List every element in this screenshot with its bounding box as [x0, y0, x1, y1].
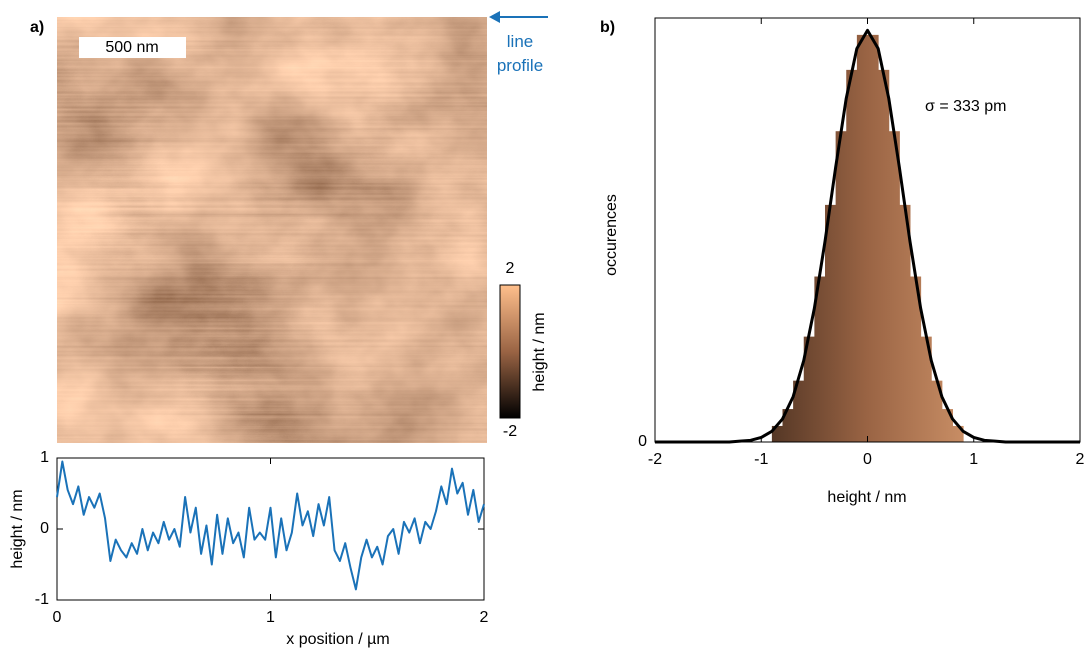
scale-bar: [79, 37, 186, 58]
histogram-bar: [782, 409, 794, 442]
x-tick-label: 0: [863, 451, 872, 468]
colorbar: [499, 284, 521, 419]
histogram-bar: [910, 276, 922, 442]
histogram-bar: [920, 336, 932, 442]
x-tick-label: -2: [648, 451, 662, 468]
histogram-bar: [931, 380, 943, 442]
y-axis-label: occurences: [603, 194, 620, 276]
histogram-bar: [941, 409, 953, 442]
x-tick-label: 1: [266, 609, 275, 626]
line-series: [56, 460, 485, 591]
histogram-bar: [771, 425, 783, 442]
histogram-bar: [846, 69, 858, 443]
y-tick-label: -1: [35, 591, 49, 608]
histogram-bar: [825, 204, 837, 442]
histogram-bar: [793, 380, 805, 442]
histogram-bar: [952, 425, 964, 442]
plot-frame: [56, 457, 485, 601]
afm-image: [57, 17, 487, 443]
annotation-arrowhead: [489, 11, 500, 23]
panel-label: b): [600, 19, 615, 36]
y-tick-label: 0: [638, 433, 647, 450]
histogram-bar: [856, 34, 868, 442]
annotation: σ = 333 pm: [925, 98, 1006, 115]
y-tick-label: 1: [40, 449, 49, 466]
x-tick-label: -1: [754, 451, 768, 468]
scale-bar-label: 500 nm: [105, 39, 158, 56]
colorbar-tick-label: 2: [506, 260, 515, 277]
histogram-bar: [814, 276, 826, 442]
histogram-bar: [888, 131, 900, 442]
x-tick-label: 1: [969, 451, 978, 468]
annotation: line profile: [496, 32, 544, 75]
colorbar-label: height / nm: [531, 312, 548, 391]
panel-label: a): [30, 19, 44, 36]
y-tick-label: 0: [40, 520, 49, 537]
x-tick-label: 0: [53, 609, 62, 626]
x-axis-label: height / nm: [827, 489, 906, 506]
y-axis-label: height / nm: [9, 489, 26, 568]
x-axis-label: x position / µm: [286, 631, 389, 648]
histogram-bar: [803, 336, 815, 442]
histogram-bar: [835, 131, 847, 442]
histogram-bar: [878, 69, 890, 443]
colorbar-tick-label: -2: [503, 423, 517, 440]
histogram-bar: [867, 34, 879, 442]
histogram-bar: [899, 204, 911, 442]
x-tick-label: 2: [480, 609, 489, 626]
x-tick-label: 2: [1076, 451, 1085, 468]
